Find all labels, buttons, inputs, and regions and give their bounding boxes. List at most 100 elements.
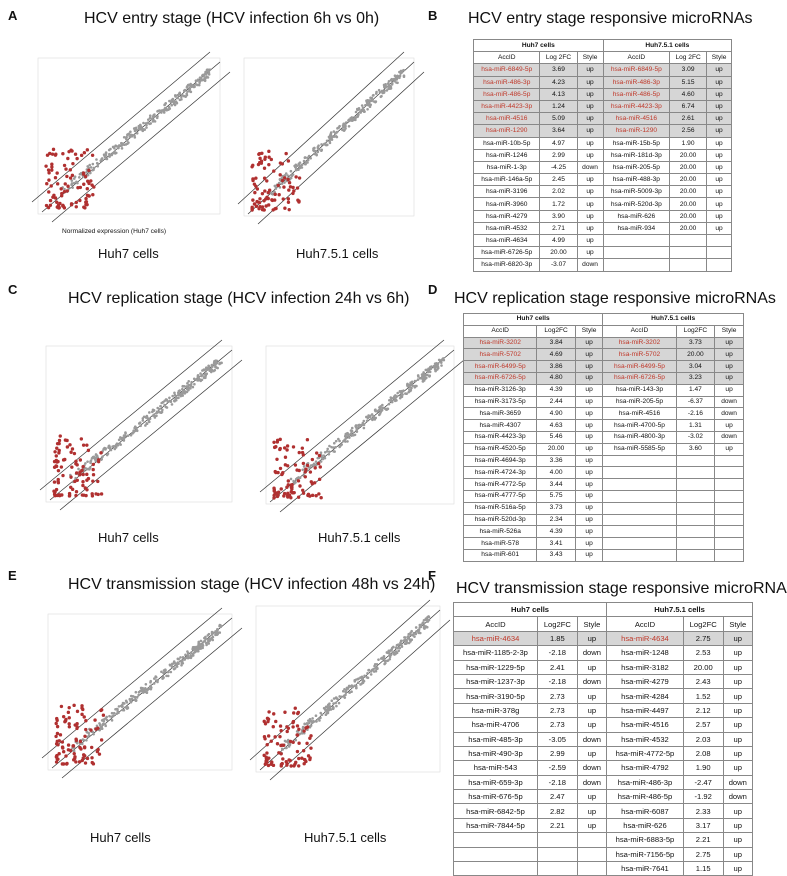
data-point: [198, 79, 202, 83]
style-value: up: [574, 442, 604, 456]
data-point: [322, 143, 326, 146]
data-point: [308, 466, 312, 469]
panel-a-title: HCV entry stage (HCV infection 6h vs 0h): [84, 10, 380, 27]
data-point: [389, 399, 393, 403]
data-point: [337, 701, 341, 705]
mirna-id: hsa-miR-1248: [606, 645, 684, 661]
table-row: hsa-miR-4520-5p 20.00 up hsa-miR-5585-5p 3.6…: [462, 442, 744, 456]
data-point-red: [286, 177, 290, 182]
data-point: [441, 357, 445, 361]
mirna-id: hsa-miR-1290: [472, 124, 541, 138]
data-point: [175, 664, 178, 667]
data-point-red: [263, 155, 268, 159]
style-value: up: [714, 336, 744, 350]
log2fc-value: -3.05: [536, 731, 578, 747]
data-point: [146, 118, 150, 121]
style-value: up: [576, 221, 604, 236]
data-point-red: [68, 168, 73, 172]
mirna-id: hsa-miR-205-5p: [602, 395, 677, 409]
data-point: [201, 373, 204, 377]
style-value: down: [576, 774, 608, 791]
data-point-red: [251, 178, 255, 183]
mirna-table-f: Huh7 cells Huh7.5.1 cells AccID Log2FC Style…: [452, 601, 754, 876]
mirna-id: hsa-miR-146a-5p: [472, 173, 541, 187]
style-value: up: [576, 789, 608, 805]
mirna-id: hsa-miR-4792: [606, 760, 684, 776]
data-point: [191, 647, 194, 651]
data-point-red: [55, 754, 59, 758]
data-point: [376, 667, 379, 671]
data-point-red: [79, 153, 84, 158]
data-point: [179, 394, 183, 398]
log2fc-value: 6.74: [669, 99, 708, 114]
data-point: [201, 644, 205, 647]
style-value: [706, 233, 732, 248]
data-point: [363, 674, 366, 678]
table-row: hsa-miR-6842-5p 2.82 up hsa-miR-6087 2.33 up: [453, 803, 754, 819]
style-value: up: [722, 717, 754, 733]
mirna-id: [602, 537, 677, 550]
data-point: [319, 460, 323, 463]
data-point-red: [256, 162, 261, 167]
data-point: [141, 419, 145, 422]
data-point: [205, 70, 208, 73]
data-point: [283, 181, 286, 184]
data-point: [181, 385, 184, 388]
data-point: [317, 148, 321, 151]
data-point: [179, 392, 183, 396]
data-point: [168, 396, 171, 400]
log2fc-value: 3.43: [536, 548, 576, 562]
style-value: [714, 513, 744, 527]
table-row: hsa-miR-1246 2.99 up hsa-miR-181d-3p 20.00 up: [472, 148, 732, 162]
data-point: [165, 674, 168, 678]
data-point: [110, 719, 114, 722]
data-point: [335, 696, 338, 700]
data-point-red: [97, 752, 102, 756]
data-point: [175, 101, 179, 105]
data-point: [168, 399, 171, 403]
log2fc-value: 20.00: [669, 197, 708, 211]
data-point: [147, 420, 151, 424]
mirna-id: hsa-miR-4307: [462, 419, 538, 432]
data-point-red: [306, 754, 311, 758]
data-point-red: [70, 173, 75, 178]
data-point: [271, 192, 275, 196]
data-point: [328, 444, 331, 448]
data-point-red: [310, 493, 315, 498]
data-point: [416, 378, 420, 381]
style-value: up: [574, 525, 604, 539]
data-point: [89, 459, 93, 463]
data-point: [368, 105, 372, 109]
data-point: [427, 368, 430, 371]
data-point-red: [310, 457, 315, 462]
data-point-red: [260, 151, 264, 156]
data-point: [336, 127, 339, 130]
data-point: [173, 661, 177, 665]
mirna-id: hsa-miR-4724-3p: [462, 466, 538, 480]
data-point: [218, 631, 222, 634]
data-point: [439, 361, 443, 364]
data-point: [320, 143, 323, 146]
data-point: [191, 652, 195, 656]
mirna-id: hsa-miR-5585-5p: [602, 442, 677, 456]
log2fc-value: 3.73: [675, 336, 716, 350]
style-value: [714, 537, 744, 550]
data-point-red: [285, 761, 289, 766]
table-row: hsa-miR-3202 3.84 up hsa-miR-3202 3.73 up: [462, 336, 744, 350]
mirna-id: hsa-miR-205-5p: [602, 160, 671, 175]
table-row: hsa-miR-4307 4.63 up hsa-miR-4700-5p 1.31 up: [462, 419, 744, 432]
style-value: up: [576, 233, 604, 248]
data-point: [384, 661, 387, 665]
mirna-id: hsa-miR-486-5p: [472, 87, 541, 101]
data-point: [197, 375, 200, 379]
data-point: [440, 364, 443, 367]
data-point: [162, 671, 165, 675]
data-point-red: [63, 182, 67, 186]
data-point-red: [286, 197, 291, 201]
data-point: [185, 656, 189, 660]
data-point: [331, 705, 335, 709]
data-point-red: [80, 758, 84, 763]
data-point-red: [67, 725, 72, 729]
data-point-red: [274, 470, 278, 475]
data-point: [104, 151, 108, 154]
